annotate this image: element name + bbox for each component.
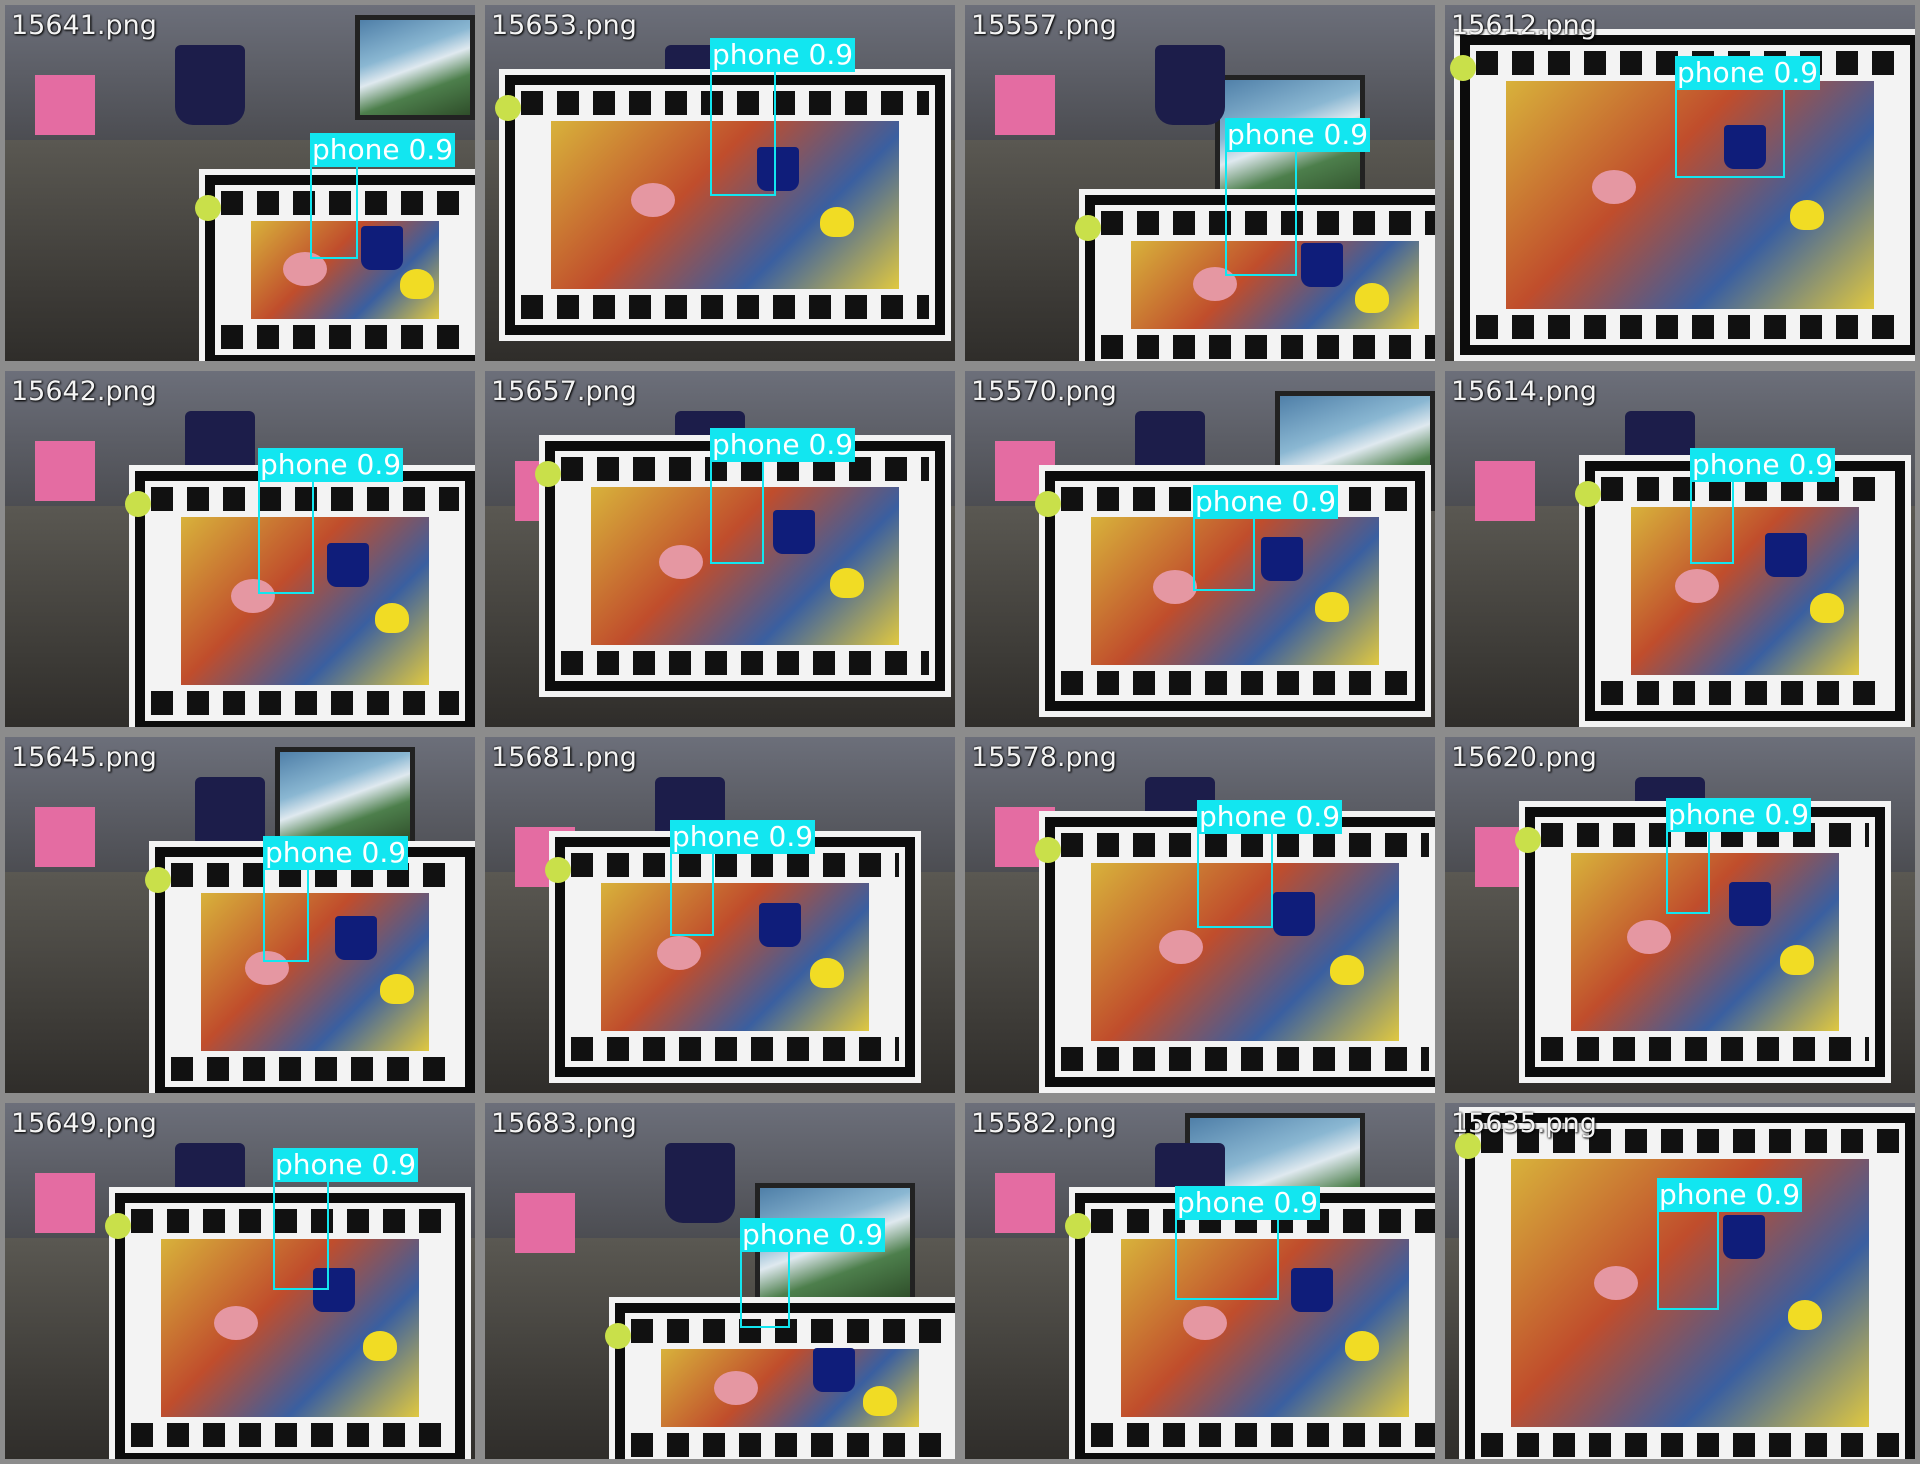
scene-photo — [965, 737, 1435, 1093]
tile-filename: 15635.png — [1451, 1108, 1597, 1139]
detection-label: phone 0.9 — [710, 428, 856, 462]
marker-board — [505, 75, 945, 335]
detection-box: phone 0.9 — [710, 38, 856, 196]
scene-photo — [1445, 371, 1915, 727]
marker-board — [1460, 35, 1915, 355]
detection-label: phone 0.9 — [310, 133, 456, 167]
detection-label: phone 0.9 — [1690, 448, 1836, 482]
scene-photo — [5, 371, 475, 727]
detection-box: phone 0.9 — [310, 133, 456, 259]
tile-filename: 15641.png — [11, 10, 157, 41]
grid-tile: 15620.png phone 0.9 — [1440, 732, 1920, 1098]
scene-photo — [5, 5, 475, 361]
scene-photo — [965, 371, 1435, 727]
marker-board — [1465, 1113, 1915, 1459]
detection-label: phone 0.9 — [258, 448, 404, 482]
detection-label: phone 0.9 — [1225, 118, 1371, 152]
marker-board — [1045, 471, 1425, 711]
grid-tile: 15582.png phone 0.9 — [960, 1098, 1440, 1464]
detection-label: phone 0.9 — [1666, 798, 1812, 832]
grid-tile: 15641.png phone 0.9 — [0, 0, 480, 366]
tile-filename: 15557.png — [971, 10, 1117, 41]
scene-photo — [965, 5, 1435, 361]
tile-filename: 15570.png — [971, 376, 1117, 407]
detection-label: phone 0.9 — [1197, 800, 1343, 834]
detection-box: phone 0.9 — [1197, 800, 1343, 928]
tile-filename: 15681.png — [491, 742, 637, 773]
detection-label: phone 0.9 — [740, 1218, 886, 1252]
grid-tile: 15612.png phone 0.9 — [1440, 0, 1920, 366]
tile-filename: 15645.png — [11, 742, 157, 773]
detection-label: phone 0.9 — [263, 836, 409, 870]
scene-photo — [485, 1103, 955, 1459]
detection-label: phone 0.9 — [1675, 56, 1821, 90]
monitor-waterfall — [355, 15, 475, 120]
detection-box: phone 0.9 — [273, 1148, 419, 1290]
grid-tile: 15570.png phone 0.9 — [960, 366, 1440, 732]
detection-box: phone 0.9 — [670, 820, 816, 936]
detection-box: phone 0.9 — [710, 428, 856, 564]
tile-filename: 15614.png — [1451, 376, 1597, 407]
detection-box: phone 0.9 — [1193, 485, 1339, 591]
detection-box: phone 0.9 — [263, 836, 409, 962]
detection-label: phone 0.9 — [710, 38, 856, 72]
detection-box: phone 0.9 — [1666, 798, 1812, 914]
detection-label: phone 0.9 — [273, 1148, 419, 1182]
detection-label: phone 0.9 — [1193, 485, 1339, 519]
grid-tile: 15635.png phone 0.9 — [1440, 1098, 1920, 1464]
marker-board — [1045, 817, 1435, 1087]
marker-board — [205, 175, 475, 361]
grid-tile: 15649.png phone 0.9 — [0, 1098, 480, 1464]
scene-photo — [485, 737, 955, 1093]
marker-board — [155, 847, 475, 1093]
detection-label: phone 0.9 — [1657, 1178, 1803, 1212]
tile-filename: 15612.png — [1451, 10, 1597, 41]
grid-tile: 15578.png phone 0.9 — [960, 732, 1440, 1098]
grid-tile: 15642.png phone 0.9 — [0, 366, 480, 732]
detection-label: phone 0.9 — [670, 820, 816, 854]
tile-filename: 15642.png — [11, 376, 157, 407]
marker-board — [135, 471, 475, 727]
grid-tile: 15657.png phone 0.9 — [480, 366, 960, 732]
scene-photo — [485, 5, 955, 361]
tile-filename: 15620.png — [1451, 742, 1597, 773]
grid-tile: 15681.png phone 0.9 — [480, 732, 960, 1098]
detection-box: phone 0.9 — [1175, 1186, 1321, 1300]
detection-box: phone 0.9 — [1225, 118, 1371, 276]
detection-box: phone 0.9 — [1657, 1178, 1803, 1310]
detection-label: phone 0.9 — [1175, 1186, 1321, 1220]
marker-board — [1585, 461, 1905, 721]
marker-board — [555, 837, 915, 1077]
detection-box: phone 0.9 — [1675, 56, 1821, 178]
tile-filename: 15578.png — [971, 742, 1117, 773]
scene-photo — [1445, 737, 1915, 1093]
tile-filename: 15582.png — [971, 1108, 1117, 1139]
grid-tile: 15614.png phone 0.9 — [1440, 366, 1920, 732]
scene-photo — [5, 737, 475, 1093]
tile-filename: 15653.png — [491, 10, 637, 41]
marker-board — [1085, 195, 1435, 361]
grid-tile: 15653.png phone 0.9 — [480, 0, 960, 366]
grid-tile: 15683.png phone 0.9 — [480, 1098, 960, 1464]
marker-board — [1075, 1193, 1435, 1459]
marker-board — [1525, 807, 1885, 1077]
monitor-waterfall — [275, 747, 415, 847]
grid-tile: 15557.png phone 0.9 — [960, 0, 1440, 366]
tile-filename: 15683.png — [491, 1108, 637, 1139]
detection-box: phone 0.9 — [258, 448, 404, 594]
marker-board — [115, 1193, 465, 1459]
detection-box: phone 0.9 — [1690, 448, 1836, 564]
grid-tile: 15645.png phone 0.9 — [0, 732, 480, 1098]
tile-filename: 15657.png — [491, 376, 637, 407]
tile-filename: 15649.png — [11, 1108, 157, 1139]
detection-box: phone 0.9 — [740, 1218, 886, 1328]
